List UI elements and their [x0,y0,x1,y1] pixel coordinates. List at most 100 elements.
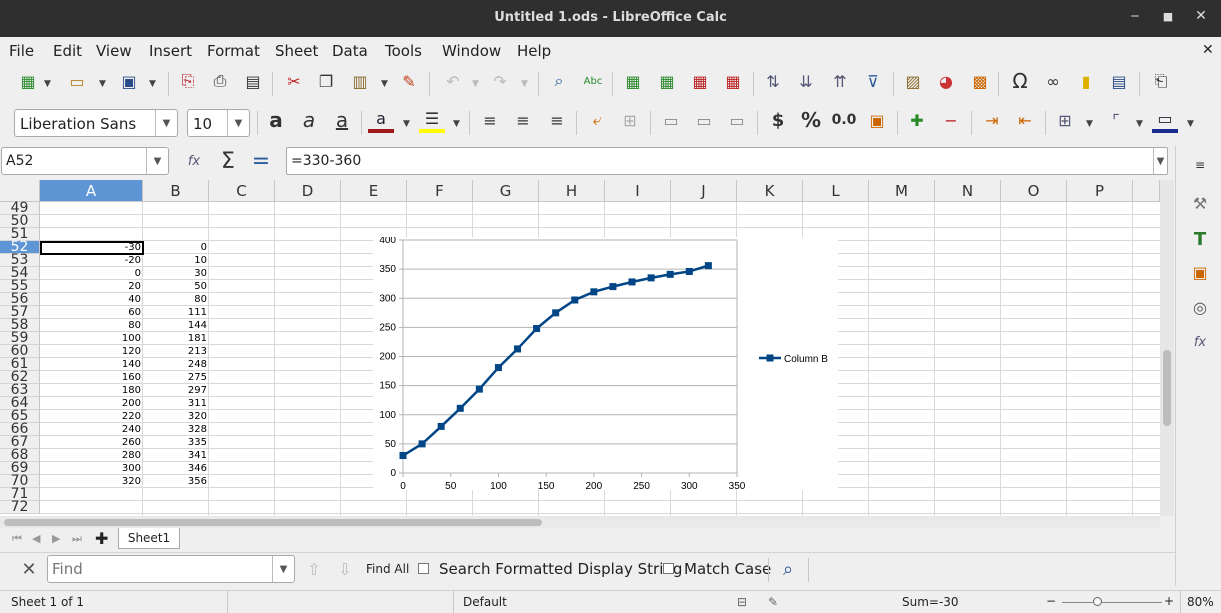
chevron-down-icon[interactable]: ▼ [227,110,249,136]
font-color-icon[interactable]: a [368,107,394,133]
currency-format-icon[interactable]: $ [771,109,785,131]
chevron-down-icon[interactable]: ▼ [381,79,388,89]
merge-cells-icon[interactable]: ⊞ [623,110,637,130]
cell-a66[interactable]: 240 [121,424,141,435]
menu-file[interactable]: File [9,42,35,60]
menu-tools[interactable]: Tools [385,42,422,60]
properties-icon[interactable]: ⚒ [1192,193,1208,213]
border-style-icon[interactable]: ⌜ [1112,110,1120,130]
zoom-slider-thumb[interactable] [1093,597,1102,606]
wrap-text-icon[interactable]: ⤶ [592,110,602,129]
print-icon[interactable]: ⎙ [213,71,227,90]
cell-b60[interactable]: 213 [187,346,207,357]
hyperlink-icon[interactable]: ∞ [1046,71,1060,91]
number-format-icon[interactable]: 0.0 [831,112,857,128]
column-header-b[interactable]: B [143,180,209,202]
cell-a58[interactable]: 80 [128,320,141,331]
chevron-down-icon[interactable]: ▼ [149,79,156,89]
sort-ascending-icon[interactable]: ⇊ [799,71,813,91]
font-name-box[interactable]: Liberation Sans ▼ [14,109,178,137]
sort-icon[interactable]: ⇅ [766,71,780,91]
search-formatted-checkbox[interactable] [418,563,429,574]
row-header-54[interactable]: 54 [0,266,40,280]
match-case-checkbox[interactable] [663,563,674,574]
first-sheet-icon[interactable]: ⏮ [12,532,22,545]
row-header-60[interactable]: 60 [0,344,40,358]
spelling-icon[interactable]: Abc [583,75,603,87]
row-header-66[interactable]: 66 [0,422,40,436]
cell-a64[interactable]: 200 [121,398,141,409]
zoom-slider[interactable] [1062,602,1162,603]
border-color-icon[interactable]: ▭ [1152,107,1178,133]
sort-descending-icon[interactable]: ⇈ [833,71,847,91]
column-header-i[interactable]: I [605,180,671,202]
cell-a56[interactable]: 40 [128,294,141,305]
find-previous-icon[interactable]: ⇧ [307,559,321,579]
cell-a68[interactable]: 280 [121,450,141,461]
menu-data[interactable]: Data [332,42,368,60]
align-top-icon[interactable]: ▭ [663,110,679,130]
chevron-down-icon[interactable]: ▼ [472,79,479,89]
formula-icon[interactable]: = [251,148,271,174]
row-header-71[interactable]: 71 [0,487,40,501]
align-bottom-icon[interactable]: ▭ [729,110,745,130]
align-middle-icon[interactable]: ▭ [696,110,712,130]
bold-icon[interactable]: a [269,108,283,132]
close-find-icon[interactable]: ✕ [21,558,37,580]
column-header-a[interactable]: A [40,180,143,202]
cell-a62[interactable]: 160 [121,372,141,383]
styles-icon[interactable]: T [1193,228,1207,250]
column-header-d[interactable]: D [275,180,341,202]
row-header-61[interactable]: 61 [0,357,40,371]
chevron-down-icon[interactable]: ▼ [44,79,51,89]
row-header-67[interactable]: 67 [0,435,40,449]
insert-column-icon[interactable]: ▦ [659,71,675,91]
row-header-70[interactable]: 70 [0,474,40,488]
cell-b55[interactable]: 50 [194,281,207,292]
row-header-63[interactable]: 63 [0,383,40,397]
vertical-scroll-thumb[interactable] [1163,350,1171,426]
spreadsheet-grid[interactable]: A B C D E F G H I J K L M N O P 49 50 51 52… [0,180,1160,516]
menu-view[interactable]: View [96,42,132,60]
column-header-h[interactable]: H [539,180,605,202]
cell-b66[interactable]: 328 [187,424,207,435]
cell-a52[interactable]: -30 [124,242,141,253]
paste-icon[interactable]: ▥ [352,71,368,91]
column-header-f[interactable]: F [407,180,473,202]
embedded-chart[interactable]: 0 50 100 150 200 250 300 350 400 0 50 100 150 200 250 3… [373,235,838,492]
function-wizard-icon[interactable]: fx [187,153,201,169]
save-icon[interactable]: ▣ [121,71,137,91]
cell-a63[interactable]: 180 [121,385,141,396]
cell-a54[interactable]: 0 [134,268,141,279]
align-right-icon[interactable]: ≡ [550,110,564,130]
menu-help[interactable]: Help [517,42,552,60]
selection-mode-icon[interactable]: ⊟ [737,595,748,609]
expand-formula-icon[interactable]: ▼ [1153,148,1167,174]
cell-a70[interactable]: 320 [121,476,141,487]
column-header-n[interactable]: N [935,180,1001,202]
cell-b65[interactable]: 320 [187,411,207,422]
comment-icon[interactable]: ▮ [1081,71,1091,91]
minimize-button[interactable]: ‒ [1130,8,1140,24]
previous-sheet-icon[interactable]: ◀ [32,532,41,545]
row-header-53[interactable]: 53 [0,253,40,267]
cell-b52[interactable]: 0 [200,242,207,253]
delete-column-icon[interactable]: ▦ [725,71,741,91]
cell-a61[interactable]: 140 [121,359,141,370]
row-header-64[interactable]: 64 [0,396,40,410]
row-header-57[interactable]: 57 [0,305,40,319]
find-input[interactable]: ▼ [47,555,295,583]
cell-a59[interactable]: 100 [121,333,141,344]
cell-b69[interactable]: 346 [187,463,207,474]
cell-b54[interactable]: 30 [194,268,207,279]
cell-b59[interactable]: 181 [187,333,207,344]
chevron-down-icon[interactable]: ▼ [155,110,177,136]
export-pdf-icon[interactable]: ⎘ [181,71,195,90]
cell-b62[interactable]: 275 [187,372,207,383]
column-header-c[interactable]: C [209,180,275,202]
menu-insert[interactable]: Insert [149,42,193,60]
row-header-68[interactable]: 68 [0,448,40,462]
find-next-icon[interactable]: ⇩ [338,559,352,579]
column-header-p[interactable]: P [1067,180,1133,202]
autofilter-icon[interactable]: ⊽ [867,71,879,91]
